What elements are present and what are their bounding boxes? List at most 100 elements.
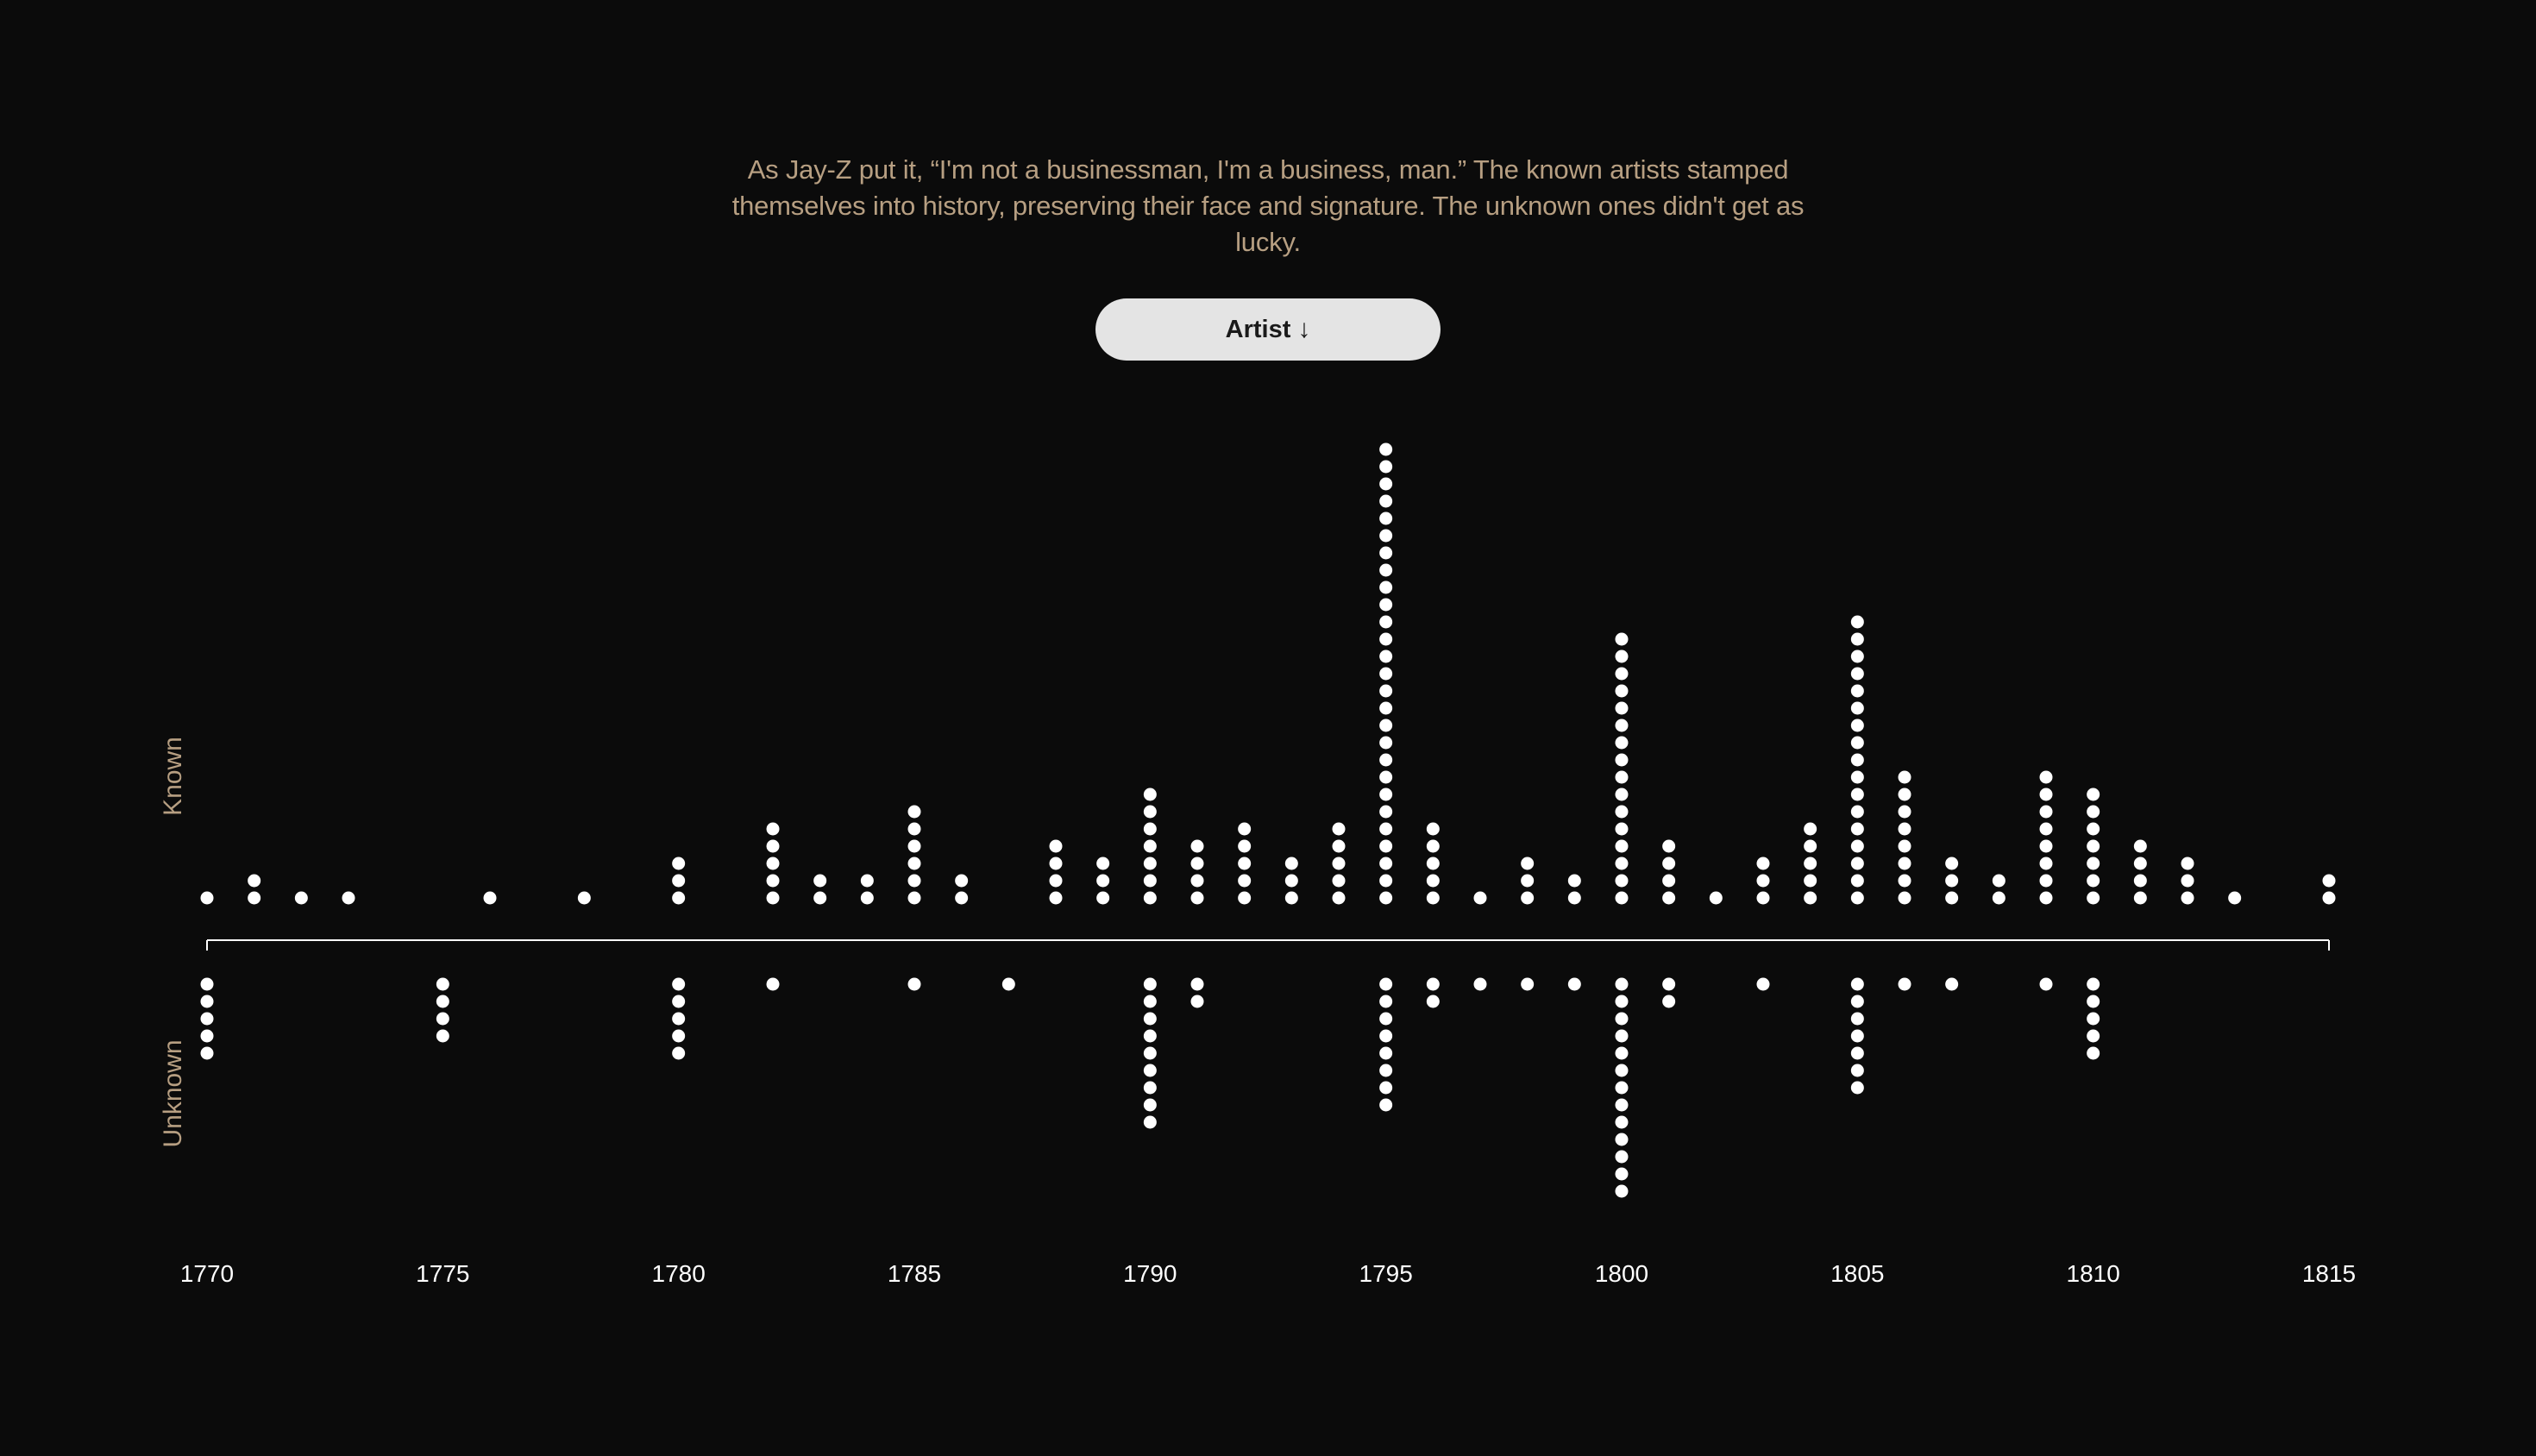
known-dot: [1850, 857, 1864, 870]
known-dot: [2133, 857, 2147, 870]
unknown-dot: [1379, 1012, 1393, 1026]
known-dot: [1096, 874, 1110, 888]
known-dot: [1662, 874, 1676, 888]
known-dot: [2039, 770, 2053, 784]
known-dot: [1426, 839, 1440, 853]
known-dot: [2087, 822, 2100, 836]
known-dot: [1615, 770, 1629, 784]
known-dot: [1567, 891, 1581, 905]
known-dot: [1426, 874, 1440, 888]
known-dot: [813, 891, 827, 905]
known-dot: [1662, 839, 1676, 853]
x-tick-label: 1810: [2067, 1260, 2120, 1287]
known-dot: [1615, 822, 1629, 836]
known-dot: [483, 891, 497, 905]
known-dot: [2087, 788, 2100, 801]
known-dot: [1945, 891, 1959, 905]
known-dot: [1379, 719, 1393, 732]
known-dot: [2181, 891, 2194, 905]
known-dot: [1190, 857, 1204, 870]
sort-by-artist-button[interactable]: Artist ↓: [1095, 298, 1441, 361]
known-dot: [1379, 684, 1393, 698]
known-dot: [1143, 822, 1157, 836]
known-dot: [1332, 839, 1346, 853]
known-dot: [1379, 701, 1393, 715]
known-dot: [672, 891, 686, 905]
unknown-dot: [1379, 1029, 1393, 1043]
known-dot: [1284, 874, 1298, 888]
known-dot: [1379, 788, 1393, 801]
known-dot: [1379, 563, 1393, 577]
unknown-dot: [672, 1029, 686, 1043]
known-dot: [1804, 857, 1817, 870]
known-dot: [907, 805, 921, 819]
unknown-dot: [1521, 977, 1535, 991]
known-dot: [1850, 615, 1864, 629]
known-dot: [1850, 667, 1864, 681]
unknown-dot: [436, 995, 449, 1008]
known-dot: [2133, 874, 2147, 888]
unknown-dot: [1850, 1081, 1864, 1095]
unknown-dot: [1850, 995, 1864, 1008]
unknown-dot: [672, 1046, 686, 1060]
known-dot: [1662, 857, 1676, 870]
known-dot: [2133, 891, 2147, 905]
unknown-dot: [1615, 1115, 1629, 1129]
known-dot: [1238, 874, 1252, 888]
known-dot: [1143, 891, 1157, 905]
x-tick-label: 1770: [180, 1260, 234, 1287]
unknown-dot: [436, 1029, 449, 1043]
unknown-dot: [436, 977, 449, 991]
intro-paragraph: As Jay-Z put it, “I'm not a businessman,…: [731, 154, 1805, 257]
known-dot: [1379, 546, 1393, 560]
unknown-dot: [1143, 977, 1157, 991]
known-dot: [1190, 874, 1204, 888]
known-dot: [2322, 874, 2336, 888]
unknown-dot: [200, 1012, 214, 1026]
unknown-dot: [1143, 1046, 1157, 1060]
known-dot: [2039, 788, 2053, 801]
known-dot: [955, 891, 969, 905]
unknown-dot: [1190, 977, 1204, 991]
unknown-dot: [1850, 1029, 1864, 1043]
known-dot: [1379, 667, 1393, 681]
unknown-dot: [1850, 977, 1864, 991]
known-dot: [1379, 494, 1393, 508]
known-dot: [1049, 857, 1063, 870]
unknown-group-label: Unknown: [159, 1039, 187, 1147]
known-dot: [1238, 891, 1252, 905]
known-dot: [1615, 874, 1629, 888]
x-tick-label: 1800: [1595, 1260, 1648, 1287]
known-dot: [907, 857, 921, 870]
x-tick-label: 1785: [888, 1260, 941, 1287]
unknown-dot: [200, 1046, 214, 1060]
known-dot: [2133, 839, 2147, 853]
known-dot: [1945, 874, 1959, 888]
known-dot: [1615, 891, 1629, 905]
known-dot: [1379, 650, 1393, 663]
known-dot: [1238, 839, 1252, 853]
known-dot: [1379, 891, 1393, 905]
known-dot: [2322, 891, 2336, 905]
known-dot: [1756, 857, 1770, 870]
unknown-dot: [1615, 1133, 1629, 1146]
axis-layer: [206, 939, 2330, 951]
known-dot: [1615, 667, 1629, 681]
unknown-dot: [200, 1029, 214, 1043]
unknown-dot: [1945, 977, 1959, 991]
known-dot: [342, 891, 355, 905]
known-dot: [1756, 891, 1770, 905]
unknown-dot: [1379, 1098, 1393, 1112]
known-dot: [1756, 874, 1770, 888]
x-tick-labels: 1770 1775 1780 1785 1790 1795 1800 1805 1810 1815: [180, 1260, 2356, 1287]
known-dot: [1190, 839, 1204, 853]
unknown-dot: [1379, 1081, 1393, 1095]
sort-button-label: Artist: [1225, 315, 1291, 343]
unknown-dot: [672, 1012, 686, 1026]
known-dot: [1379, 511, 1393, 525]
known-dot: [1332, 857, 1346, 870]
known-dot: [2087, 839, 2100, 853]
unknown-dot: [1615, 1081, 1629, 1095]
known-dot: [1804, 839, 1817, 853]
known-dot: [1804, 874, 1817, 888]
